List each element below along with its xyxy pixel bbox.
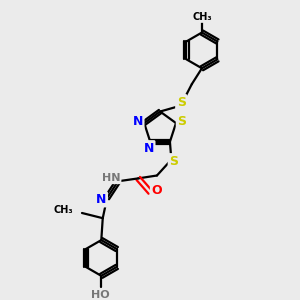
Text: CH₃: CH₃ <box>192 12 212 22</box>
Text: N: N <box>144 142 154 154</box>
Text: HN: HN <box>102 173 120 183</box>
Text: N: N <box>133 115 143 128</box>
Text: S: S <box>169 154 178 168</box>
Text: N: N <box>96 193 106 206</box>
Text: HO: HO <box>91 290 109 300</box>
Text: S: S <box>177 95 186 109</box>
Text: S: S <box>177 115 186 128</box>
Text: O: O <box>151 184 162 197</box>
Text: CH₃: CH₃ <box>54 205 73 215</box>
